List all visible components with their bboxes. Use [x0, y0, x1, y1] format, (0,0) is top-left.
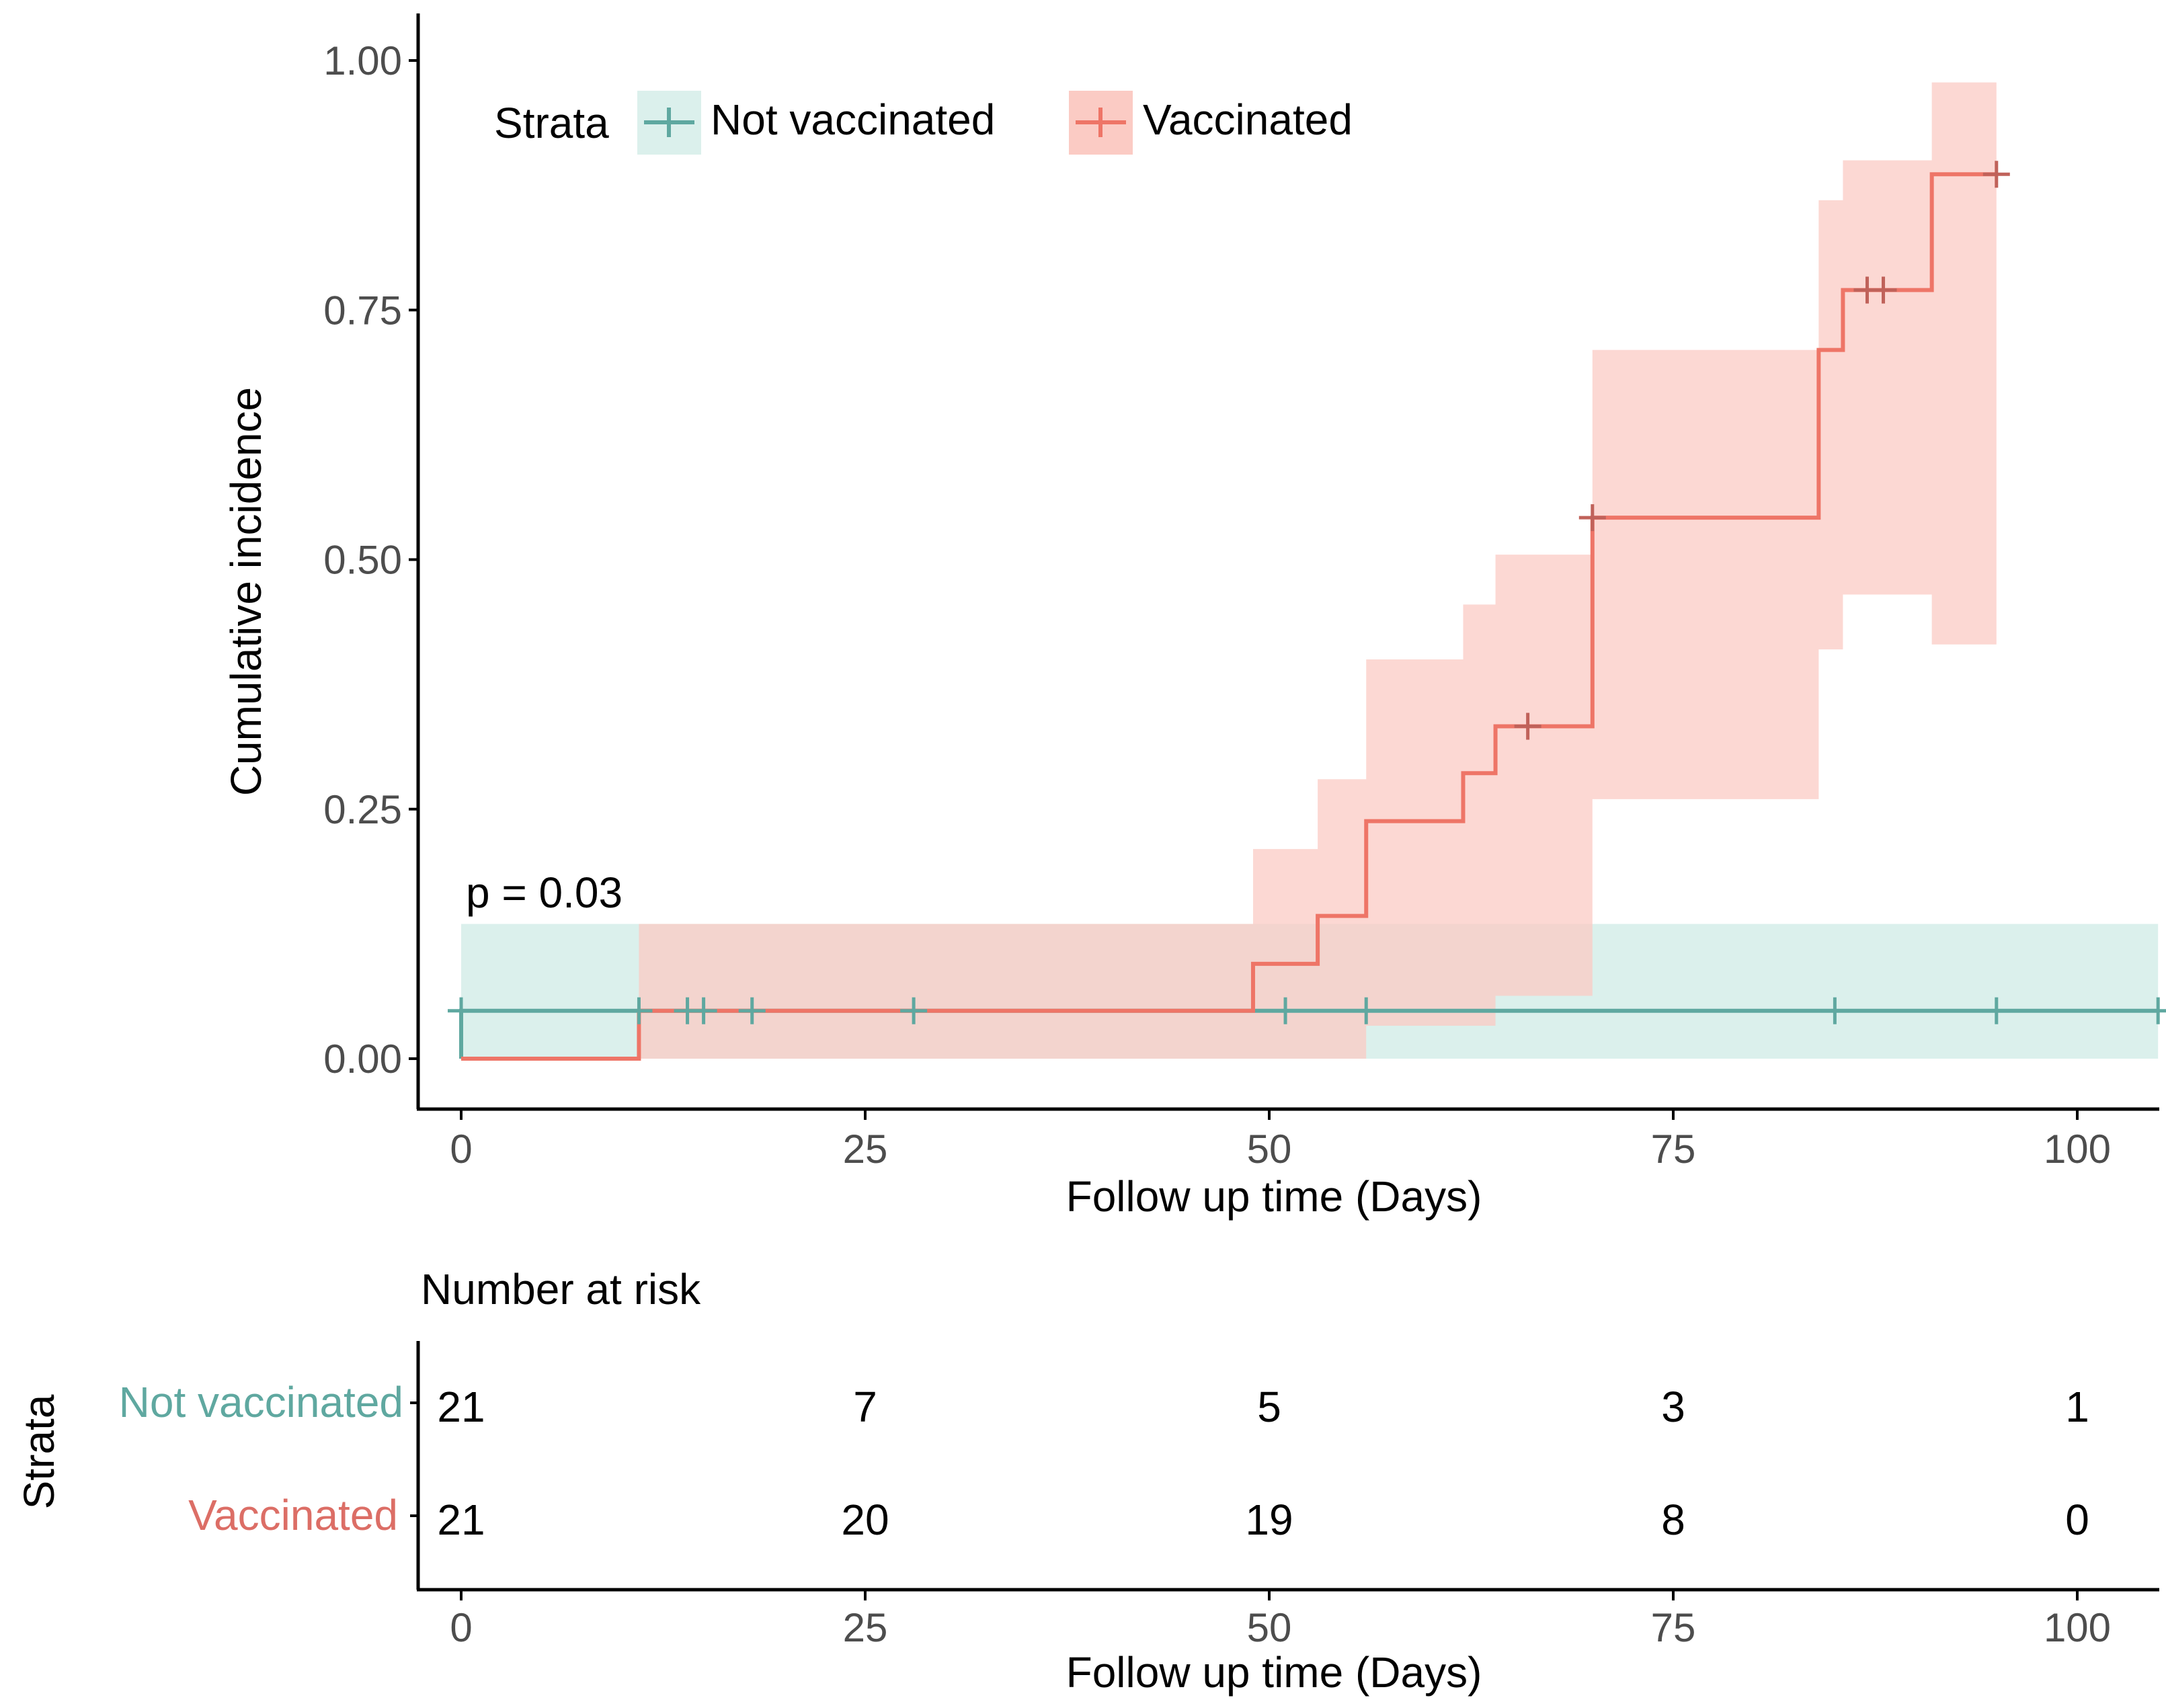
x-tick-label: 75 — [1651, 1127, 1696, 1172]
y-tick-label: 0.50 — [323, 538, 402, 583]
censor-mark — [1870, 276, 1897, 304]
x-tick-label: 50 — [1247, 1127, 1292, 1172]
censor-marks — [448, 161, 2166, 1024]
step-line-vaccinated — [461, 172, 1997, 1061]
risk-count-vaccinated: 8 — [1661, 1496, 1685, 1544]
censor-mark — [1272, 997, 1299, 1024]
legend-key-not-vaccinated — [637, 91, 701, 155]
x-axis-title: Follow up time (Days) — [1066, 1172, 1482, 1221]
legend-title: Strata — [494, 99, 609, 147]
risk-table-y-title: Strata — [15, 1394, 63, 1509]
y-tick-label: 0.75 — [323, 288, 402, 333]
risk-x-tick-label: 50 — [1247, 1605, 1292, 1650]
legend: Strata Not vaccinated Vaccinated — [494, 91, 1353, 155]
p-value-label: p = 0.03 — [466, 868, 623, 917]
risk-table-cells: 21 7 5 3 1 21 20 19 8 0 — [437, 1383, 2089, 1544]
risk-count-vaccinated: 20 — [841, 1496, 889, 1544]
censor-mark — [900, 997, 928, 1024]
x-tick-label: 100 — [2044, 1127, 2111, 1172]
censor-mark — [738, 997, 766, 1024]
risk-count-vaccinated: 0 — [2065, 1496, 2089, 1544]
censor-mark — [448, 997, 475, 1024]
risk-x-tick-label: 0 — [450, 1605, 472, 1650]
censor-mark — [1982, 161, 2010, 188]
censor-mark — [1982, 997, 2010, 1024]
risk-count-vaccinated: 21 — [437, 1496, 485, 1544]
legend-label-not-vaccinated: Not vaccinated — [711, 95, 995, 144]
y-axis-ticks: 0.00 0.25 0.50 0.75 1.00 — [323, 38, 418, 1082]
risk-row-label-vaccinated: Vaccinated — [188, 1491, 398, 1539]
confidence-band-vaccinated — [639, 82, 1997, 1059]
legend-key-vaccinated — [1069, 91, 1133, 155]
y-tick-label: 0.25 — [323, 787, 402, 832]
legend-label-vaccinated: Vaccinated — [1143, 95, 1353, 144]
censor-mark — [625, 997, 653, 1024]
censor-mark — [1514, 713, 1541, 740]
risk-count-not-vaccinated: 7 — [853, 1383, 877, 1431]
risk-table-title: Number at risk — [421, 1265, 701, 1313]
risk-x-axis-ticks: 0 25 50 75 100 — [450, 1591, 2111, 1650]
censor-mark — [1821, 997, 1849, 1024]
risk-count-not-vaccinated: 1 — [2065, 1383, 2089, 1431]
risk-x-tick-label: 75 — [1651, 1605, 1696, 1650]
risk-count-not-vaccinated: 3 — [1661, 1383, 1685, 1431]
y-tick-label: 1.00 — [323, 38, 402, 83]
risk-row-label-not-vaccinated: Not vaccinated — [119, 1378, 403, 1426]
x-axis-ticks: 0 25 50 75 100 — [450, 1110, 2111, 1172]
confidence-bands — [461, 82, 2159, 1059]
risk-count-not-vaccinated: 21 — [437, 1383, 485, 1431]
y-tick-label: 0.00 — [323, 1036, 402, 1082]
x-tick-label: 0 — [450, 1127, 472, 1172]
censor-mark — [1353, 997, 1380, 1024]
risk-count-vaccinated: 19 — [1245, 1496, 1293, 1544]
censor-mark — [1578, 504, 1606, 532]
number-at-risk-table: Number at risk Strata Not vaccinated Vac… — [15, 1265, 2159, 1697]
y-axis-title: Cumulative incidence — [222, 387, 270, 796]
x-tick-label: 25 — [843, 1127, 888, 1172]
cumulative-incidence-plot: 0.00 0.25 0.50 0.75 1.00 0 25 50 75 100 Cumulati… — [222, 13, 2166, 1221]
censor-mark — [690, 997, 717, 1024]
censor-mark — [2144, 997, 2166, 1024]
risk-x-tick-label: 25 — [843, 1605, 888, 1650]
risk-table-x-title: Follow up time (Days) — [1066, 1648, 1482, 1697]
risk-count-not-vaccinated: 5 — [1257, 1383, 1281, 1431]
risk-x-tick-label: 100 — [2044, 1605, 2111, 1650]
